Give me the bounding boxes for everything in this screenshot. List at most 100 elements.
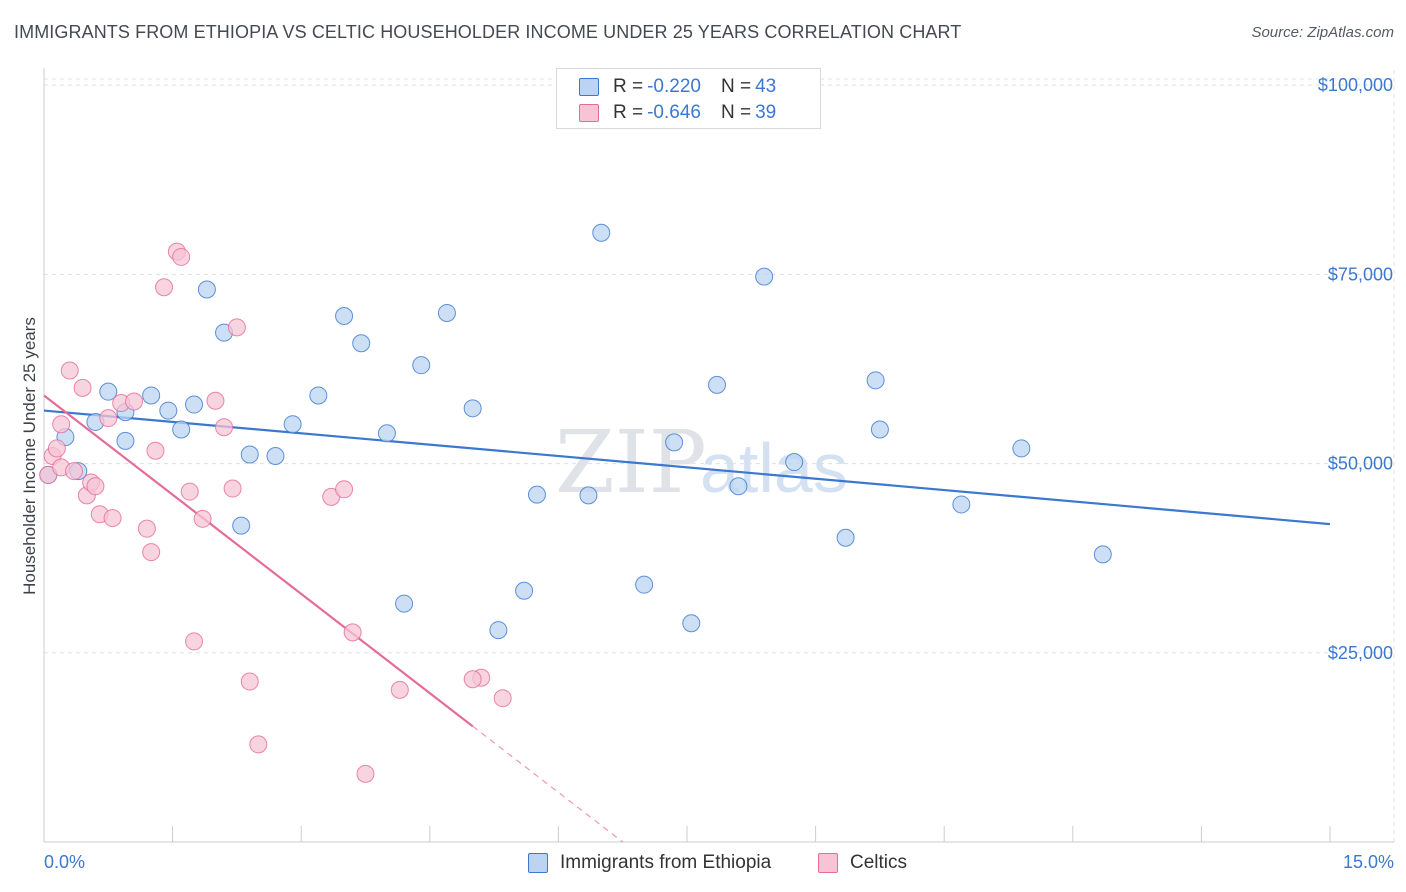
point-ethiopia	[437, 303, 456, 322]
series-swatch-blue	[528, 853, 548, 873]
point-celtics	[227, 318, 246, 337]
point-ethiopia	[266, 447, 285, 465]
point-ethiopia	[352, 334, 371, 353]
point-ethiopia	[99, 382, 118, 401]
point-celtics	[103, 509, 122, 528]
legend-n-label: N =	[720, 76, 752, 97]
point-ethiopia	[489, 621, 508, 640]
watermark-atlas: atlas	[700, 429, 848, 507]
legend-row-ethiopia: R = -0.220 N = 43	[579, 75, 776, 99]
point-ethiopia	[952, 495, 971, 514]
series-legend-celtics: Celtics	[818, 852, 907, 874]
point-ethiopia	[682, 614, 701, 633]
point-ethiopia	[579, 486, 598, 505]
legend-r-value: -0.646	[647, 102, 701, 123]
legend-n-value: 43	[755, 76, 777, 97]
point-celtics	[335, 480, 354, 499]
chart-title: IMMIGRANTS FROM ETHIOPIA VS CELTIC HOUSE…	[14, 22, 962, 42]
point-ethiopia	[527, 485, 546, 504]
point-ethiopia	[309, 386, 328, 405]
point-celtics	[137, 519, 156, 538]
point-celtics	[390, 680, 409, 699]
point-ethiopia	[232, 516, 251, 535]
point-ethiopia	[729, 477, 748, 496]
point-celtics	[52, 415, 71, 434]
legend-swatch-blue	[579, 78, 599, 96]
point-celtics	[223, 479, 242, 498]
point-celtics	[155, 278, 174, 297]
point-celtics	[493, 689, 512, 708]
y-tick-label: $75,000	[1328, 264, 1393, 284]
point-ethiopia	[335, 306, 354, 325]
correlation-legend: R = -0.220 N = 43 R = -0.646 N = 39	[556, 68, 821, 129]
legend-n-label: N =	[720, 102, 752, 123]
point-ethiopia	[172, 420, 191, 439]
point-celtics	[142, 543, 161, 562]
legend-row-celtics: R = -0.646 N = 39	[579, 101, 776, 125]
legend-r-label: R =	[613, 102, 644, 123]
point-celtics	[185, 632, 204, 651]
series-legend: Immigrants from Ethiopia Celtics	[0, 852, 1406, 878]
point-celtics	[206, 391, 225, 410]
y-tick-label: $50,000	[1328, 454, 1393, 474]
point-celtics	[99, 409, 118, 428]
point-ethiopia	[635, 575, 654, 594]
y-tick-labels: $25,000 $50,000 $75,000 $100,000	[1318, 75, 1393, 663]
point-celtics	[146, 441, 165, 460]
y-tick-label: $100,000	[1318, 75, 1393, 95]
point-ethiopia	[870, 420, 889, 439]
point-ethiopia	[866, 371, 885, 390]
point-ethiopia	[708, 375, 727, 394]
series-name-ethiopia: Immigrants from Ethiopia	[560, 852, 772, 873]
trend-line-celtics-extension	[472, 725, 624, 843]
point-ethiopia	[755, 267, 774, 286]
point-celtics	[215, 418, 234, 437]
point-ethiopia	[1093, 545, 1112, 564]
point-celtics	[47, 439, 66, 458]
point-ethiopia	[785, 453, 804, 472]
point-celtics	[125, 392, 144, 411]
point-ethiopia	[240, 445, 259, 464]
point-celtics	[60, 361, 79, 380]
point-ethiopia	[116, 431, 135, 450]
point-ethiopia	[142, 386, 161, 405]
point-ethiopia	[463, 399, 482, 418]
data-points	[39, 223, 1112, 783]
point-ethiopia	[197, 280, 216, 299]
point-celtics	[193, 509, 212, 528]
point-celtics	[356, 764, 375, 783]
trend-line-celtics	[43, 394, 474, 728]
legend-r-label: R =	[613, 76, 644, 97]
y-tick-label: $25,000	[1328, 643, 1393, 663]
x-tick-label-max: 15.0%	[1342, 852, 1394, 872]
point-celtics	[180, 482, 199, 501]
series-legend-ethiopia: Immigrants from Ethiopia	[528, 852, 771, 874]
point-celtics	[249, 735, 268, 754]
point-ethiopia	[665, 433, 684, 452]
x-tick-label-min: 0.0%	[44, 852, 86, 872]
point-celtics	[172, 247, 191, 266]
point-ethiopia	[836, 528, 855, 547]
legend-n-value: 39	[755, 102, 777, 123]
point-celtics	[343, 623, 362, 642]
legend-swatch-pink	[579, 104, 599, 122]
series-name-celtics: Celtics	[850, 852, 908, 873]
point-ethiopia	[395, 594, 414, 613]
point-celtics	[73, 378, 92, 397]
trend-line-ethiopia	[43, 409, 1331, 526]
point-ethiopia	[185, 395, 204, 414]
point-ethiopia	[159, 401, 178, 420]
point-ethiopia	[412, 356, 431, 375]
series-swatch-pink	[818, 853, 838, 873]
legend-r-value: -0.220	[647, 76, 701, 97]
trend-lines	[43, 394, 1331, 843]
point-celtics	[463, 670, 482, 689]
point-celtics	[65, 462, 84, 481]
point-ethiopia	[283, 415, 302, 434]
source-label: Source: ZipAtlas.com	[1251, 24, 1394, 41]
point-ethiopia	[377, 424, 396, 443]
point-ethiopia	[1012, 439, 1031, 458]
point-celtics	[86, 477, 105, 496]
point-ethiopia	[592, 223, 611, 242]
